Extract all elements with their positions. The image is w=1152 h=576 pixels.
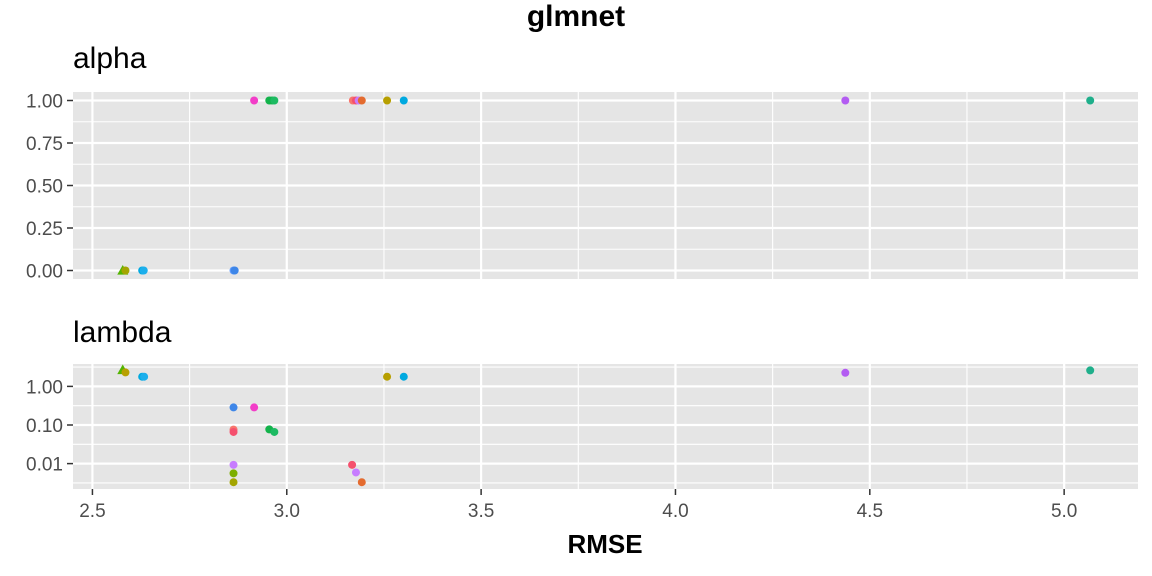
x-axis: 2.5 3.0 3.5 4.0 4.5 5.0 [79, 489, 1077, 522]
data-point [250, 96, 259, 105]
panel-alpha: 0.00 0.25 0.50 0.75 1.00 [26, 92, 1138, 283]
data-point [399, 372, 408, 381]
data-point [383, 372, 392, 381]
data-point [399, 96, 408, 105]
data-point [270, 427, 279, 436]
data-point [270, 96, 279, 105]
facet-label-lambda: lambda [73, 316, 172, 349]
x-tick-label: 3.5 [468, 501, 494, 522]
y-tick-label: 0.01 [26, 455, 63, 476]
data-point [229, 427, 238, 436]
y-tick-label: 1.00 [26, 377, 63, 398]
data-point [229, 460, 238, 469]
y-tick-label: 0.75 [26, 134, 63, 155]
data-point [250, 403, 259, 412]
x-tick-label: 5.0 [1051, 501, 1077, 522]
y-tick-label: 0.10 [26, 416, 63, 437]
x-axis-title: RMSE [567, 529, 642, 559]
x-tick-label: 4.0 [662, 501, 688, 522]
data-point [357, 96, 366, 105]
y-tick-label: 1.00 [26, 92, 63, 113]
facet-label-alpha: alpha [73, 42, 147, 75]
x-tick-label: 2.5 [79, 501, 105, 522]
chart-title: glmnet [527, 0, 625, 33]
data-point [348, 460, 357, 469]
y-tick-label: 0.25 [26, 219, 63, 240]
y-tick-label: 0.00 [26, 262, 63, 283]
y-tick-label: 0.50 [26, 177, 63, 198]
x-tick-label: 3.0 [274, 501, 300, 522]
data-point [121, 266, 130, 275]
data-point [1086, 366, 1095, 375]
panel-background [73, 364, 1138, 489]
data-point [1086, 96, 1095, 105]
data-point [841, 368, 850, 377]
data-point [140, 372, 149, 381]
data-point [139, 266, 148, 275]
data-point [841, 96, 850, 105]
data-point [357, 478, 366, 487]
data-point [230, 266, 239, 275]
x-tick-label: 4.5 [857, 501, 883, 522]
data-point [229, 478, 238, 487]
data-point [229, 469, 238, 478]
data-point [121, 368, 130, 377]
data-point [383, 96, 392, 105]
panel-lambda: 0.01 0.10 1.00 [26, 364, 1138, 489]
data-point [351, 468, 360, 477]
data-point [229, 403, 238, 412]
